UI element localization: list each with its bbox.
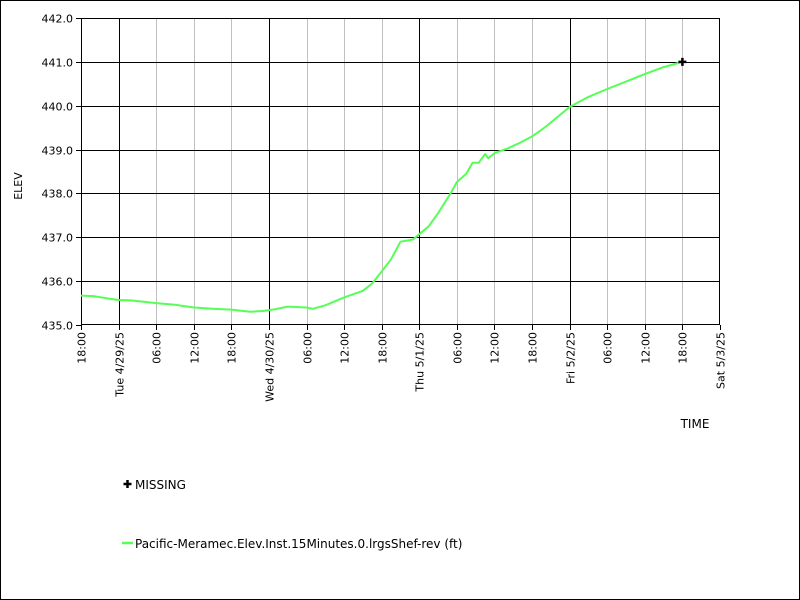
missing-marker [678,57,687,66]
x-tick-label: 06:00 [452,332,465,364]
grid [81,18,720,325]
y-tick-label: 438.0 [42,188,74,201]
x-axis-label: TIME [680,417,710,431]
x-tick-label: 12:00 [489,332,502,364]
x-tick-label: Sat 5/3/25 [715,332,728,389]
y-tick-label: 442.0 [42,13,74,26]
x-tick-label: Tue 4/29/25 [114,332,127,398]
x-tick-label: 18:00 [76,332,89,364]
y-tick-label: 440.0 [42,101,74,114]
y-tick-label: 435.0 [42,320,74,333]
x-tick-label: 12:00 [189,332,202,364]
y-tick-label: 436.0 [42,276,74,289]
y-axis-label: ELEV [12,172,25,200]
plot-border [81,18,720,325]
plus-marker-icon [123,480,132,488]
x-tick-label: 18:00 [226,332,239,364]
legend: MISSING Pacific-Meramec.Elev.Inst.15Minu… [122,478,462,551]
x-axis: 18:00 Tue 4/29/25 06:00 12:00 18:00 Wed 4/30/… [76,325,728,402]
plot-area [81,18,720,325]
legend-label-series: Pacific-Meramec.Elev.Inst.15Minutes.0.lr… [135,537,462,551]
x-tick-label: 06:00 [302,332,315,364]
y-tick-label: 437.0 [42,232,74,245]
x-tick-label: 06:00 [602,332,615,364]
x-tick-label: Fri 5/2/25 [565,332,578,384]
series-line [80,60,683,313]
y-tick-label: 441.0 [42,57,74,70]
x-tick-label: Wed 4/30/25 [264,332,277,402]
legend-label-missing: MISSING [135,478,186,492]
y-axis: 442.0 441.0 440.0 439.0 438.0 437.0 436.0 435.0 [42,13,81,333]
y-tick-label: 439.0 [42,145,74,158]
x-tick-label: 18:00 [677,332,690,364]
x-tick-label: 12:00 [640,332,653,364]
legend-item-series: Pacific-Meramec.Elev.Inst.15Minutes.0.lr… [122,537,462,551]
x-tick-label: 18:00 [527,332,540,364]
series-layer [80,60,683,313]
x-tick-label: 18:00 [377,332,390,364]
x-tick-label: 06:00 [151,332,164,364]
x-tick-label: Thu 5/1/25 [414,332,427,393]
legend-item-missing: MISSING [123,478,186,492]
x-tick-label: 12:00 [339,332,352,364]
marker-layer [678,57,687,66]
